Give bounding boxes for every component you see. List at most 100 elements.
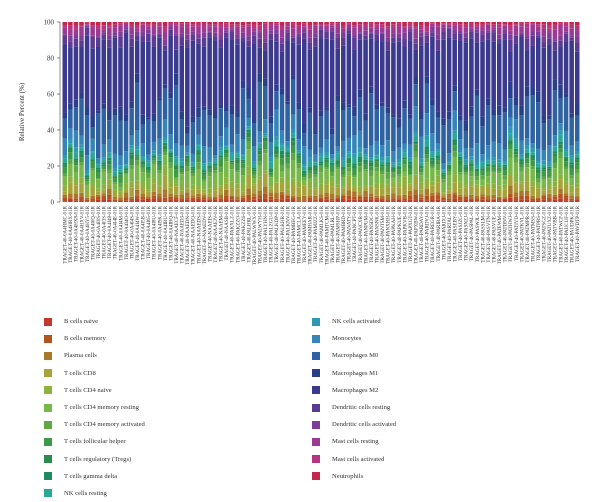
bar-segment [329,165,335,166]
bar-segment [452,25,457,30]
bar-segment [90,187,95,196]
bar-segment [535,26,541,32]
bar-segment [118,106,123,121]
x-tick-label: TRAGET-40-PAPKVB-01R [403,205,408,263]
bar-segment [574,154,580,158]
bar-segment [140,193,146,197]
bar-segment [173,143,179,157]
bar-segment [491,188,496,195]
bar-segment [313,161,318,163]
bar-segment [547,22,552,25]
bar-segment [296,22,302,26]
bar-segment [274,159,279,181]
bar-segment [396,174,402,177]
bar-segment [363,196,368,200]
bar-segment [201,22,207,24]
bar-segment [530,148,535,153]
bar-segment [335,187,340,196]
x-tick-label: TRAGET-40-PASVTN-01R [487,205,492,262]
legend-swatch [312,351,320,360]
bar-segment [140,160,146,162]
bar-segment [62,25,68,28]
bar-segment [341,166,346,167]
bar-segment [379,24,385,28]
bar-segment [84,195,90,198]
bar-segment [418,22,424,26]
bar-segment [558,198,563,202]
bar-segment [418,162,424,166]
bar-segment [457,200,463,202]
bar-segment [157,154,162,157]
bar-segment [574,196,580,199]
x-tick-label: TRAGET-40-0A4I65-01R [147,205,152,259]
bar-segment [474,26,480,30]
bar-segment [424,83,430,114]
bar-segment [379,166,385,171]
bar-segment [452,33,457,40]
bar-segment [569,162,574,165]
bar-segment [229,199,235,202]
bar-segment [457,153,463,157]
bar-segment [430,36,435,100]
bar-segment [240,154,246,156]
bar-segment [257,165,263,177]
bar-segment [129,101,134,109]
bar-segment [385,140,391,157]
bar-segment [346,195,352,200]
bar-segment [363,23,368,29]
bar-segment [118,187,123,192]
bar-segment [379,106,385,146]
bar-segment [452,194,457,199]
bar-segment [196,193,201,197]
bar-segment [151,26,157,35]
bar-segment [79,135,84,145]
bar-segment [279,143,285,146]
bar-segment [101,108,107,145]
bar-segment [107,27,112,36]
bar-segment [413,26,418,29]
bar-segment [129,22,134,25]
bar-segment [90,151,95,153]
bar-segment [313,174,318,177]
bar-segment [73,25,79,30]
bar-segment [73,180,79,186]
bar-segment [391,42,396,115]
bar-segment [235,196,240,200]
bar-segment [268,177,274,187]
bar-segment [146,196,151,198]
bar-segment [368,185,374,187]
bar-segment [469,186,474,195]
bar-segment [212,40,218,112]
bar-segment [279,130,285,144]
bar-segment [285,23,290,27]
bar-segment [95,179,101,189]
bar-segment [341,102,346,110]
x-tick-label: TRAGET-40-PAMBEG-01R [292,205,297,264]
bar-segment [79,162,84,166]
bar-segment [491,32,496,42]
bar-segment [79,40,84,47]
bar-segment [574,36,580,43]
x-tick-label: TRAGET-40-0A4I3S-01R [103,205,108,259]
bar-segment [441,118,446,126]
bar-segment [90,152,95,159]
bar-segment [229,22,235,25]
bar-segment [212,118,218,156]
y-tick-label: 60 [47,91,55,99]
bar-segment [452,145,457,152]
legend-swatch [44,403,52,412]
bar-segment [240,183,246,192]
bar-segment [246,129,251,133]
bar-segment [279,29,285,38]
bar-segment [179,201,185,202]
bar-segment [474,32,480,43]
bar-segment [530,156,535,161]
bar-segment [524,138,530,146]
bar-segment [418,165,424,167]
bar-segment [229,24,235,28]
bar-segment [368,193,374,197]
bar-segment [385,22,391,27]
bar-segment [541,123,547,151]
bar-segment [296,200,302,202]
bar-segment [179,168,185,173]
